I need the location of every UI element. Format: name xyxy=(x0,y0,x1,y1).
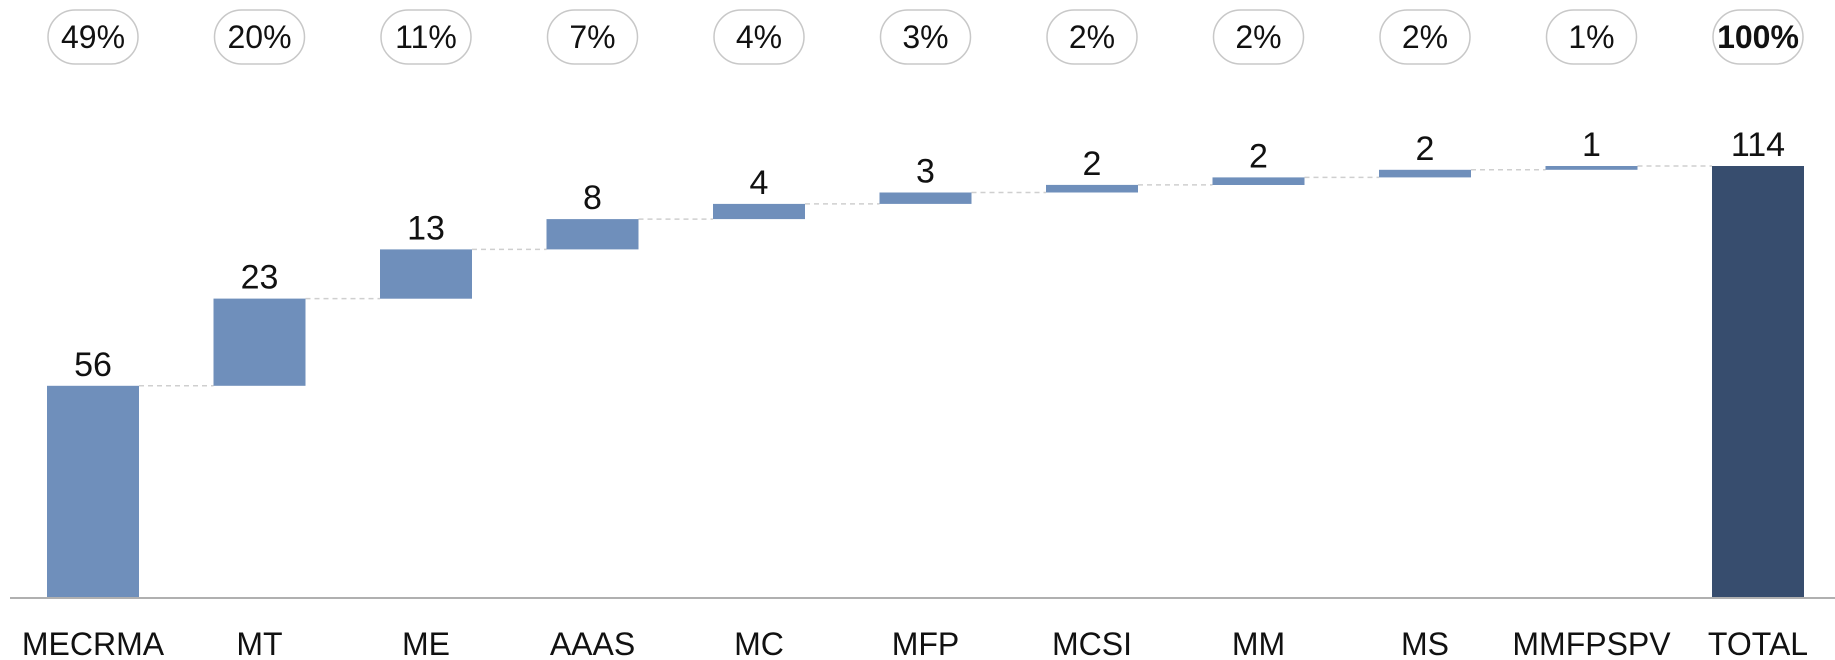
bar-mc xyxy=(713,203,805,220)
percent-pill xyxy=(546,9,639,65)
value-label: 1 xyxy=(1582,126,1601,164)
percent-pill xyxy=(1545,9,1638,65)
bar-aaas xyxy=(546,219,639,250)
percent-pill xyxy=(213,9,306,65)
category-label: AAAS xyxy=(550,626,635,660)
percent-pills: 49% 20% 11% 7% 4% 3% 2% 2% 2% 1% 100% xyxy=(47,9,1804,65)
percent-label: 2% xyxy=(1235,19,1281,55)
bar-mt xyxy=(213,298,306,386)
percent-label: 20% xyxy=(227,19,291,55)
bar-mecrma xyxy=(47,385,139,598)
category-label: MM xyxy=(1232,626,1285,660)
percent-label: 11% xyxy=(395,19,457,55)
category-label: ME xyxy=(402,626,450,660)
percent-pill xyxy=(713,9,805,65)
value-label: 23 xyxy=(241,259,279,297)
bar-ms xyxy=(1379,169,1471,178)
value-label: 4 xyxy=(750,164,769,202)
category-label: MFP xyxy=(892,626,960,660)
percent-label: 4% xyxy=(736,19,782,55)
percent-pill xyxy=(47,9,139,65)
bars xyxy=(47,166,1804,598)
percent-label: 100% xyxy=(1717,19,1799,55)
percent-pill xyxy=(1212,9,1305,65)
value-label: 2 xyxy=(1249,137,1268,175)
value-labels: 56 23 13 8 4 3 2 2 2 1 114 xyxy=(74,126,1785,384)
percent-pill xyxy=(380,9,472,65)
connector-lines xyxy=(139,165,1712,387)
percent-label: 7% xyxy=(569,19,615,55)
category-label: MCSI xyxy=(1052,626,1132,660)
category-label: MECRMA xyxy=(22,626,165,660)
category-label: MC xyxy=(734,626,784,660)
percent-label: 3% xyxy=(902,19,948,55)
category-labels: MECRMA MT ME AAAS MC MFP MCSI MM MS MMFPSPV TOTAL xyxy=(22,626,1808,660)
category-label: MT xyxy=(236,626,282,660)
percent-pill xyxy=(1712,9,1804,65)
category-label: MMFPSPV xyxy=(1512,626,1671,660)
bar-mm xyxy=(1212,177,1305,185)
percent-pill xyxy=(1046,9,1138,65)
percent-label: 2% xyxy=(1402,19,1448,55)
percent-label: 2% xyxy=(1069,19,1115,55)
value-label: 56 xyxy=(74,346,112,384)
bar-total xyxy=(1712,166,1804,598)
value-label: 114 xyxy=(1731,126,1785,164)
percent-pill xyxy=(1379,9,1471,65)
category-label: MS xyxy=(1401,626,1449,660)
percent-label: 49% xyxy=(61,19,125,55)
bar-mcsi xyxy=(1046,184,1138,193)
value-label: 2 xyxy=(1416,130,1435,168)
percent-label: 1% xyxy=(1568,19,1614,55)
bar-mmfpspv xyxy=(1545,166,1638,170)
value-label: 8 xyxy=(583,179,602,217)
value-label: 2 xyxy=(1083,145,1102,183)
percent-pill xyxy=(879,9,972,65)
value-label: 3 xyxy=(916,153,935,191)
bar-me xyxy=(380,249,472,299)
bar-mfp xyxy=(879,192,972,204)
value-label: 13 xyxy=(407,209,445,247)
category-label: TOTAL xyxy=(1708,626,1808,660)
